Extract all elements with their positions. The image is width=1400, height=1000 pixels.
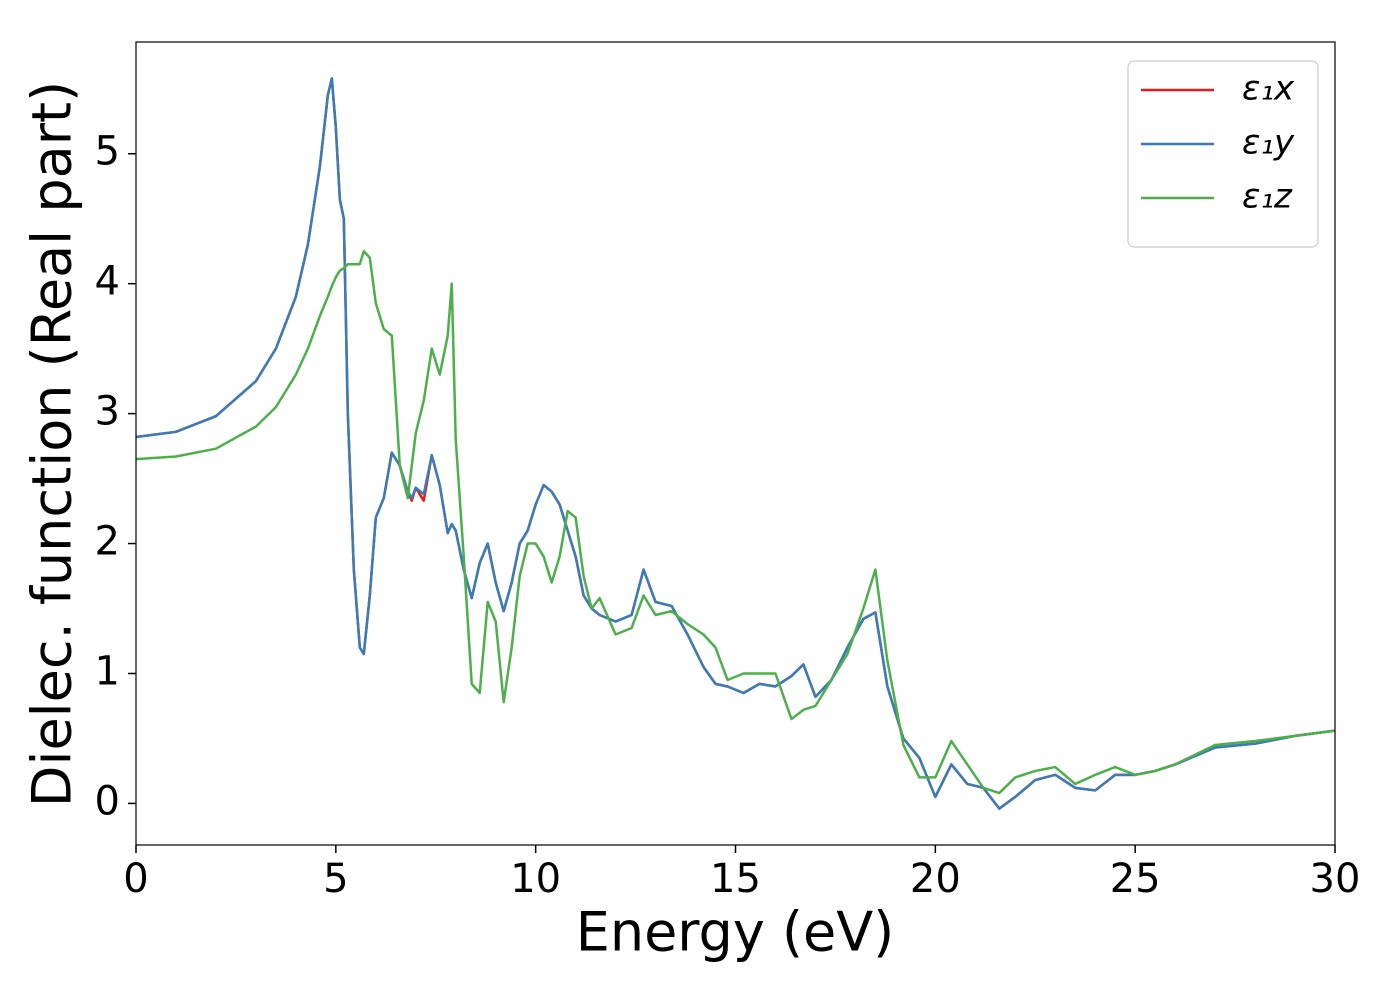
y-tick-label: 4 [95,259,120,305]
series-line [136,249,1335,795]
x-tick-label: 20 [910,856,961,902]
legend-label: ε₁y [1242,123,1295,163]
legend-box [1127,60,1319,248]
y-tick-label: 3 [95,389,120,435]
series-line [136,77,1335,810]
x-axis-label: Energy (eV) [576,901,895,964]
y-tick-label: 2 [95,519,120,565]
y-axis-label: Dielec. function (Real part) [21,81,84,807]
plot-frame [135,41,1336,846]
x-tick-label: 0 [123,856,148,902]
x-tick-label: 10 [510,856,561,902]
x-tick-label: 15 [710,856,761,902]
legend-label: ε₁x [1242,69,1295,109]
x-tick-label: 5 [323,856,348,902]
x-tick-label: 25 [1110,856,1161,902]
x-tick-label: 30 [1310,856,1361,902]
legend-label: ε₁z [1242,177,1293,217]
y-tick-label: 1 [95,648,120,694]
y-tick-label: 5 [95,129,120,175]
y-tick-label: 0 [95,778,120,824]
